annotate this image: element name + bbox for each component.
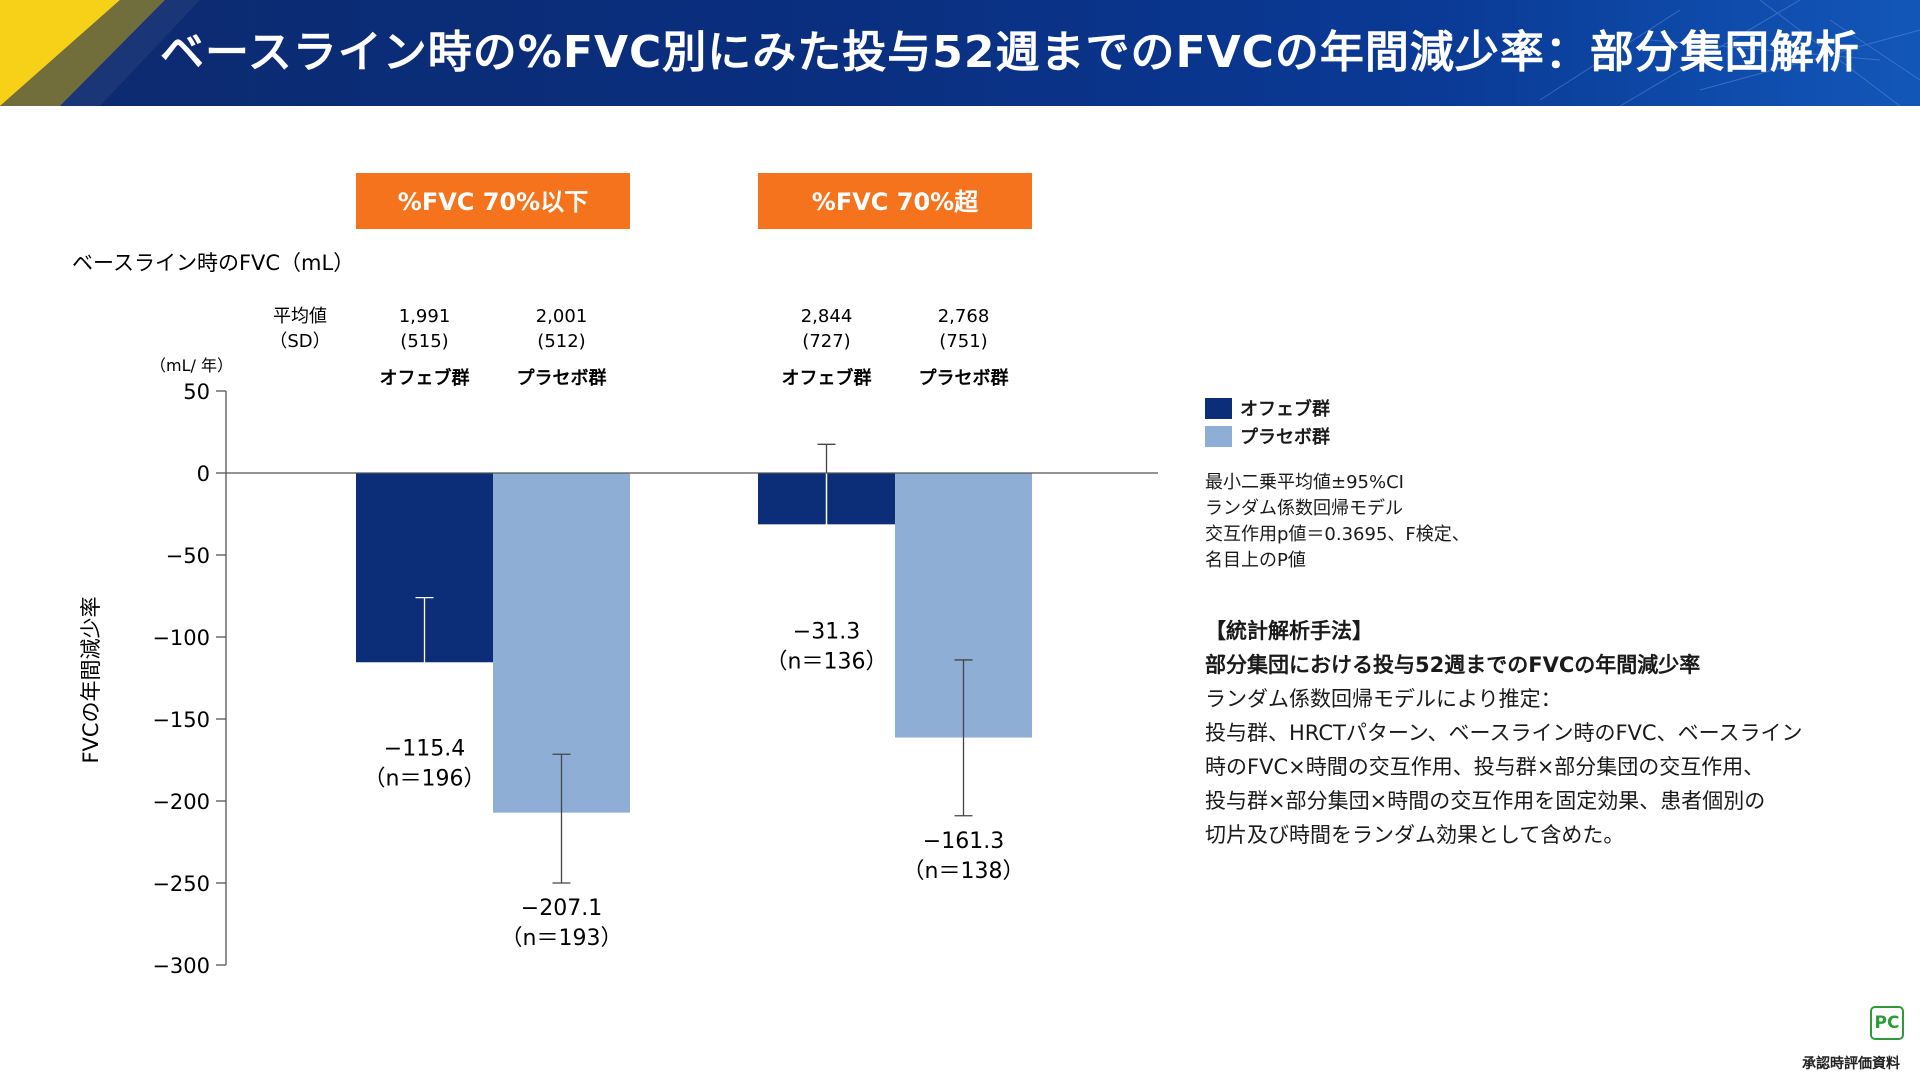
y-tick-label: 50 (183, 380, 210, 404)
bar-group-name: プラセボ群 (919, 367, 1009, 389)
group-header-label: %FVC 70%以下 (398, 188, 588, 216)
y-axis-unit: （mL/ 年） (150, 356, 233, 375)
header-decoration (0, 0, 200, 106)
page-title: ベースライン時の%FVC別にみた投与52週までのFVCの年間減少率：部分集団解析 (160, 27, 1860, 78)
baseline-sd: (512) (537, 331, 585, 352)
baseline-mean: 2,844 (801, 306, 853, 327)
mean-label: 平均値 (273, 306, 327, 327)
legend-label-ofev: オフェブ群 (1240, 399, 1330, 420)
bar-value-label: −161.3 (923, 829, 1004, 854)
y-tick-label: 0 (197, 462, 210, 486)
stat-note-line: 交互作用p値＝0.3695、F検定、 (1205, 524, 1470, 545)
bar-n-label: （n＝193） (501, 926, 623, 951)
pc-badge-icon: PC (1870, 1006, 1904, 1040)
stat-note-line: 最小二乗平均値±95%CI (1205, 472, 1404, 493)
method-heading: 【統計解析手法】 (1205, 619, 1373, 643)
bar-n-label: （n＝138） (903, 859, 1025, 884)
footer-note: 承認時評価資料 (1802, 1056, 1900, 1072)
bar-group-name: オフェブ群 (380, 367, 470, 389)
statistics-note: 最小二乗平均値±95%CI ランダム係数回帰モデル 交互作用p値＝0.3695、… (1205, 470, 1470, 574)
method-line: 時のFVC×時間の交互作用、投与群×部分集団の交互作用、 (1205, 755, 1765, 779)
baseline-fvc-label: ベースライン時のFVC（mL） (72, 251, 354, 275)
legend-item-ofev: オフェブ群 (1205, 394, 1330, 422)
stat-note-line: 名目上のP値 (1205, 550, 1306, 571)
method-line: ランダム係数回帰モデルにより推定： (1205, 687, 1562, 711)
header-network-pattern (1539, 0, 1920, 106)
method-line: 投与群、HRCTパターン、ベースライン時のFVC、ベースライン (1205, 721, 1803, 745)
baseline-mean: 2,768 (938, 306, 990, 327)
baseline-sd: (515) (400, 331, 448, 352)
baseline-mean: 2,001 (536, 306, 588, 327)
y-tick-label: −200 (152, 790, 210, 814)
group-header-label: %FVC 70%超 (812, 188, 979, 216)
chart-legend: オフェブ群 プラセボ群 (1205, 394, 1330, 450)
group-header-box (758, 173, 1032, 229)
y-tick-label: −150 (152, 708, 210, 732)
y-tick-label: −250 (152, 872, 210, 896)
y-tick-label: −300 (152, 954, 210, 978)
legend-swatch-ofev (1205, 397, 1232, 419)
method-subheading: 部分集団における投与52週までのFVCの年間減少率 (1205, 653, 1701, 677)
stat-note-line: ランダム係数回帰モデル (1205, 498, 1403, 519)
bar-n-label: （n＝136） (766, 650, 888, 675)
baseline-mean: 1,991 (399, 306, 451, 327)
y-axis-title: FVCの年間減少率 (79, 596, 103, 763)
sd-label: （SD） (269, 331, 330, 352)
bar-value-label: −31.3 (793, 620, 860, 645)
legend-swatch-placebo (1205, 425, 1232, 447)
group-header-box (356, 173, 630, 229)
y-tick-label: −100 (152, 626, 210, 650)
bar-group-name: プラセボ群 (517, 367, 607, 389)
baseline-sd: (727) (802, 331, 850, 352)
bar-value-label: −207.1 (521, 896, 602, 921)
legend-label-placebo: プラセボ群 (1240, 427, 1330, 448)
legend-item-placebo: プラセボ群 (1205, 422, 1330, 450)
method-line: 投与群×部分集団×時間の交互作用を固定効果、患者個別の (1205, 789, 1766, 813)
baseline-sd: (751) (939, 331, 987, 352)
bar-value-label: −115.4 (384, 736, 465, 761)
bar-chart: ベースライン時のFVC（mL） 平均値 （SD） （mL/ 年） FVCの年間減少率 50… (72, 173, 1158, 978)
bar-n-label: （n＝196） (364, 766, 486, 791)
y-tick-label: −50 (166, 544, 210, 568)
bar-group-name: オフェブ群 (782, 367, 872, 389)
method-line: 切片及び時間をランダム効果として含めた。 (1205, 823, 1625, 847)
header-banner: ベースライン時の%FVC別にみた投与52週までのFVCの年間減少率：部分集団解析 (0, 0, 1920, 106)
statistical-method-section: 【統計解析手法】 部分集団における投与52週までのFVCの年間減少率 ランダム係… (1205, 614, 1885, 852)
